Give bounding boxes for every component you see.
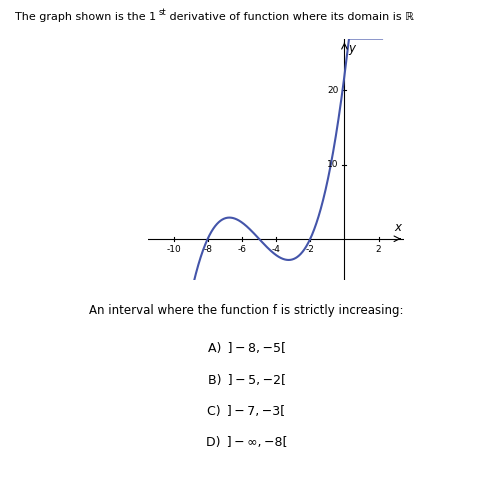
Text: B) ] − 5, −2[: B) ] − 5, −2[	[208, 374, 285, 387]
Text: x: x	[394, 221, 401, 234]
Text: -8: -8	[203, 245, 212, 254]
Text: The graph shown is the 1: The graph shown is the 1	[15, 12, 156, 22]
Text: -6: -6	[238, 245, 246, 254]
Text: D) ] − ∞, −8[: D) ] − ∞, −8[	[206, 436, 287, 449]
Text: 20: 20	[327, 86, 339, 95]
Text: 10: 10	[327, 160, 339, 169]
Text: C) ] − 7, −3[: C) ] − 7, −3[	[208, 405, 285, 418]
Text: -4: -4	[272, 245, 281, 254]
Text: derivative of function where its domain is ℝ: derivative of function where its domain …	[166, 12, 414, 22]
Text: st: st	[159, 8, 166, 17]
Text: -2: -2	[306, 245, 315, 254]
Text: -10: -10	[166, 245, 181, 254]
Text: A) ] − 8, −5[: A) ] − 8, −5[	[208, 342, 285, 355]
Text: y: y	[349, 42, 356, 55]
Text: An interval where the function f is strictly increasing:: An interval where the function f is stri…	[89, 304, 404, 317]
Text: 2: 2	[376, 245, 382, 254]
